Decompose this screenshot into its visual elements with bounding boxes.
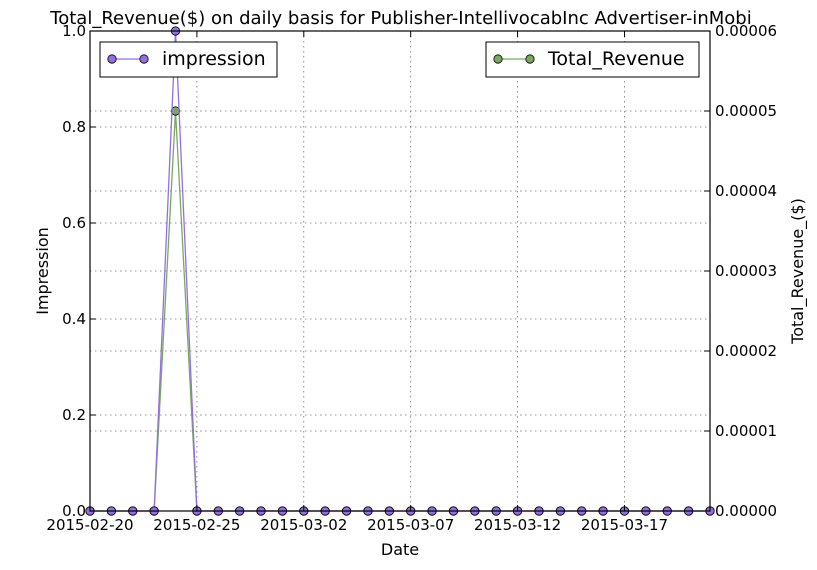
x-axis-label: Date [381,540,419,559]
y-tick-label: 0.6 [62,214,86,232]
y2-tick-label: 0.00003 [715,262,777,280]
y-axis-label: Impression [33,227,52,315]
x-tick-label: 2015-02-20 [46,516,133,534]
legend-marker [139,54,149,64]
legend-label: impression [162,48,266,70]
series-line-Total_Revenue [90,110,710,512]
series-Total_Revenue [85,106,715,516]
y-tick-label: 0.8 [62,118,86,136]
chart-title: Total_Revenue($) on daily basis for Publ… [49,8,751,29]
y-tick-label: 0.2 [62,406,86,424]
legend-label: Total_Revenue [547,48,685,70]
legend-marker [525,54,535,64]
legend-impression: impression [99,41,278,78]
y2-tick-label: 0.00002 [715,342,777,360]
legends: impression Total_Revenue [99,41,700,78]
legend-Total_Revenue: Total_Revenue [485,41,700,78]
y2-axis-label: Total_Revenue_($) [788,198,808,345]
x-tick-label: 2015-02-25 [153,516,240,534]
y-tick-label: 0.0 [62,502,86,520]
y-tick-label: 0.4 [62,310,86,328]
legend-marker [107,54,117,64]
y-tick-label: 1.0 [62,22,86,40]
y2-tick-label: 0.00000 [715,502,777,520]
y2-tick-label: 0.00004 [715,182,777,200]
x-tick-label: 2015-03-17 [581,516,668,534]
y2-tick-label: 0.00005 [715,102,777,120]
x-tick-label: 2015-03-07 [367,516,454,534]
y2-tick-label: 0.00006 [715,22,777,40]
x-tick-label: 2015-03-12 [474,516,561,534]
y2-tick-label: 0.00001 [715,422,777,440]
legend-marker [493,54,503,64]
grid [89,30,710,512]
x-tick-label: 2015-03-02 [260,516,347,534]
ticks: 2015-02-20 2015-02-25 2015-03-02 2015-03-07… [46,22,777,534]
